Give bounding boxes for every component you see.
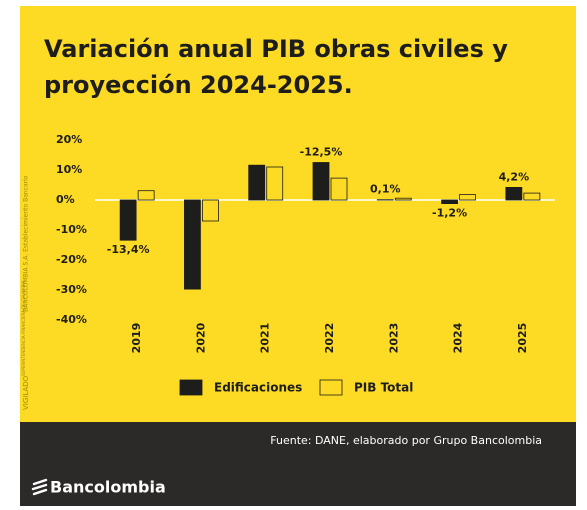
bar xyxy=(312,162,330,201)
y-tick-label: -20% xyxy=(56,253,87,266)
y-tick-label: 0% xyxy=(56,193,75,206)
x-tick-label: 2024 xyxy=(452,322,465,353)
side-note-text: VIGILADO xyxy=(22,375,30,410)
legend-swatch xyxy=(179,379,203,396)
data-label: 0,1% xyxy=(370,183,401,196)
data-label: -13,4% xyxy=(107,243,150,256)
bar xyxy=(137,190,155,201)
x-tick-label: 2019 xyxy=(130,323,143,354)
source: Fuente: DANE, elaborado por Grupo Bancol… xyxy=(270,434,542,447)
data-label: 4,2% xyxy=(499,170,530,183)
x-tick-label: 2022 xyxy=(323,323,336,354)
y-tick-label: -40% xyxy=(56,313,87,326)
bar xyxy=(202,199,219,222)
title-line: proyección 2024-2025. xyxy=(44,71,353,99)
side-note: VIGILADO SUPERINTENDENCIA FINANCIERA DE … xyxy=(21,175,30,410)
bar xyxy=(184,199,201,290)
side-note-text: SUPERINTENDENCIA FINANCIERA DE COLOMBIA xyxy=(21,280,26,376)
bar xyxy=(394,197,412,201)
legend-swatch xyxy=(319,379,343,396)
brand: Bancolombia xyxy=(50,478,166,497)
y-tick-label: -30% xyxy=(56,283,87,296)
bar xyxy=(505,186,523,201)
footer xyxy=(20,422,576,506)
side-note-text: BANCOLOMBIA S.A. Establecimiento Bancari… xyxy=(23,175,30,312)
data-label: -1,2% xyxy=(432,207,467,220)
brand-logo: Bancolombia xyxy=(31,478,166,497)
legend-label: Edificaciones xyxy=(214,381,302,395)
x-tick-label: 2025 xyxy=(516,323,529,354)
y-tick-label: 10% xyxy=(56,163,82,176)
bar xyxy=(441,199,458,204)
bar xyxy=(459,194,476,201)
bar xyxy=(523,192,541,201)
y-tick-label: -10% xyxy=(56,223,87,236)
title-line: Variación anual PIB obras civiles y xyxy=(44,35,508,63)
bar xyxy=(266,166,284,201)
x-tick-label: 2020 xyxy=(194,322,207,353)
bar xyxy=(330,177,348,201)
x-tick-label: 2023 xyxy=(387,323,400,354)
bar xyxy=(119,199,137,241)
x-tick-label: 2021 xyxy=(259,323,272,354)
panel xyxy=(20,6,576,422)
data-label: -12,5% xyxy=(300,146,343,159)
y-tick-label: 20% xyxy=(56,133,82,146)
legend-label: PIB Total xyxy=(354,381,413,395)
bar xyxy=(248,164,266,201)
